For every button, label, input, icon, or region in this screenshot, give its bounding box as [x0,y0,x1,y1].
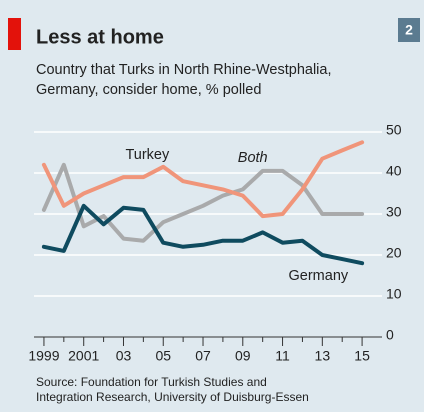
y-tick-label: 50 [386,122,402,138]
subtitle: Country that Turks in North Rhine-Westph… [36,62,332,78]
x-tick-label: 05 [155,348,171,364]
legend-label: Both [238,150,268,166]
y-tick-label: 30 [386,204,402,220]
x-tick-label: 11 [275,348,290,364]
y-tick-label: 0 [386,327,394,343]
x-tick-label: 07 [195,348,211,364]
source: Integration Research, University of Duis… [36,390,309,404]
subtitle: Germany, consider home, % polled [36,82,261,98]
red-tag [8,18,21,50]
source: Source: Foundation for Turkish Studies a… [36,375,267,389]
x-tick-label: 2001 [68,348,99,364]
x-tick-label: 13 [315,348,331,364]
x-tick-label: 09 [235,348,251,364]
series-line [41,203,365,266]
legend-label: Turkey [125,147,170,163]
badge: 2 [405,22,413,38]
series-line [41,140,365,219]
chart-title: Less at home [36,26,164,48]
x-tick-label: 1999 [28,348,59,364]
x-tick-label: 03 [116,348,132,364]
badge-box [398,18,420,42]
y-tick-label: 10 [386,286,402,302]
legend-label: Germany [289,268,349,284]
y-tick-label: 20 [386,245,402,261]
x-tick-label: 15 [354,348,370,364]
y-tick-label: 40 [386,163,402,179]
